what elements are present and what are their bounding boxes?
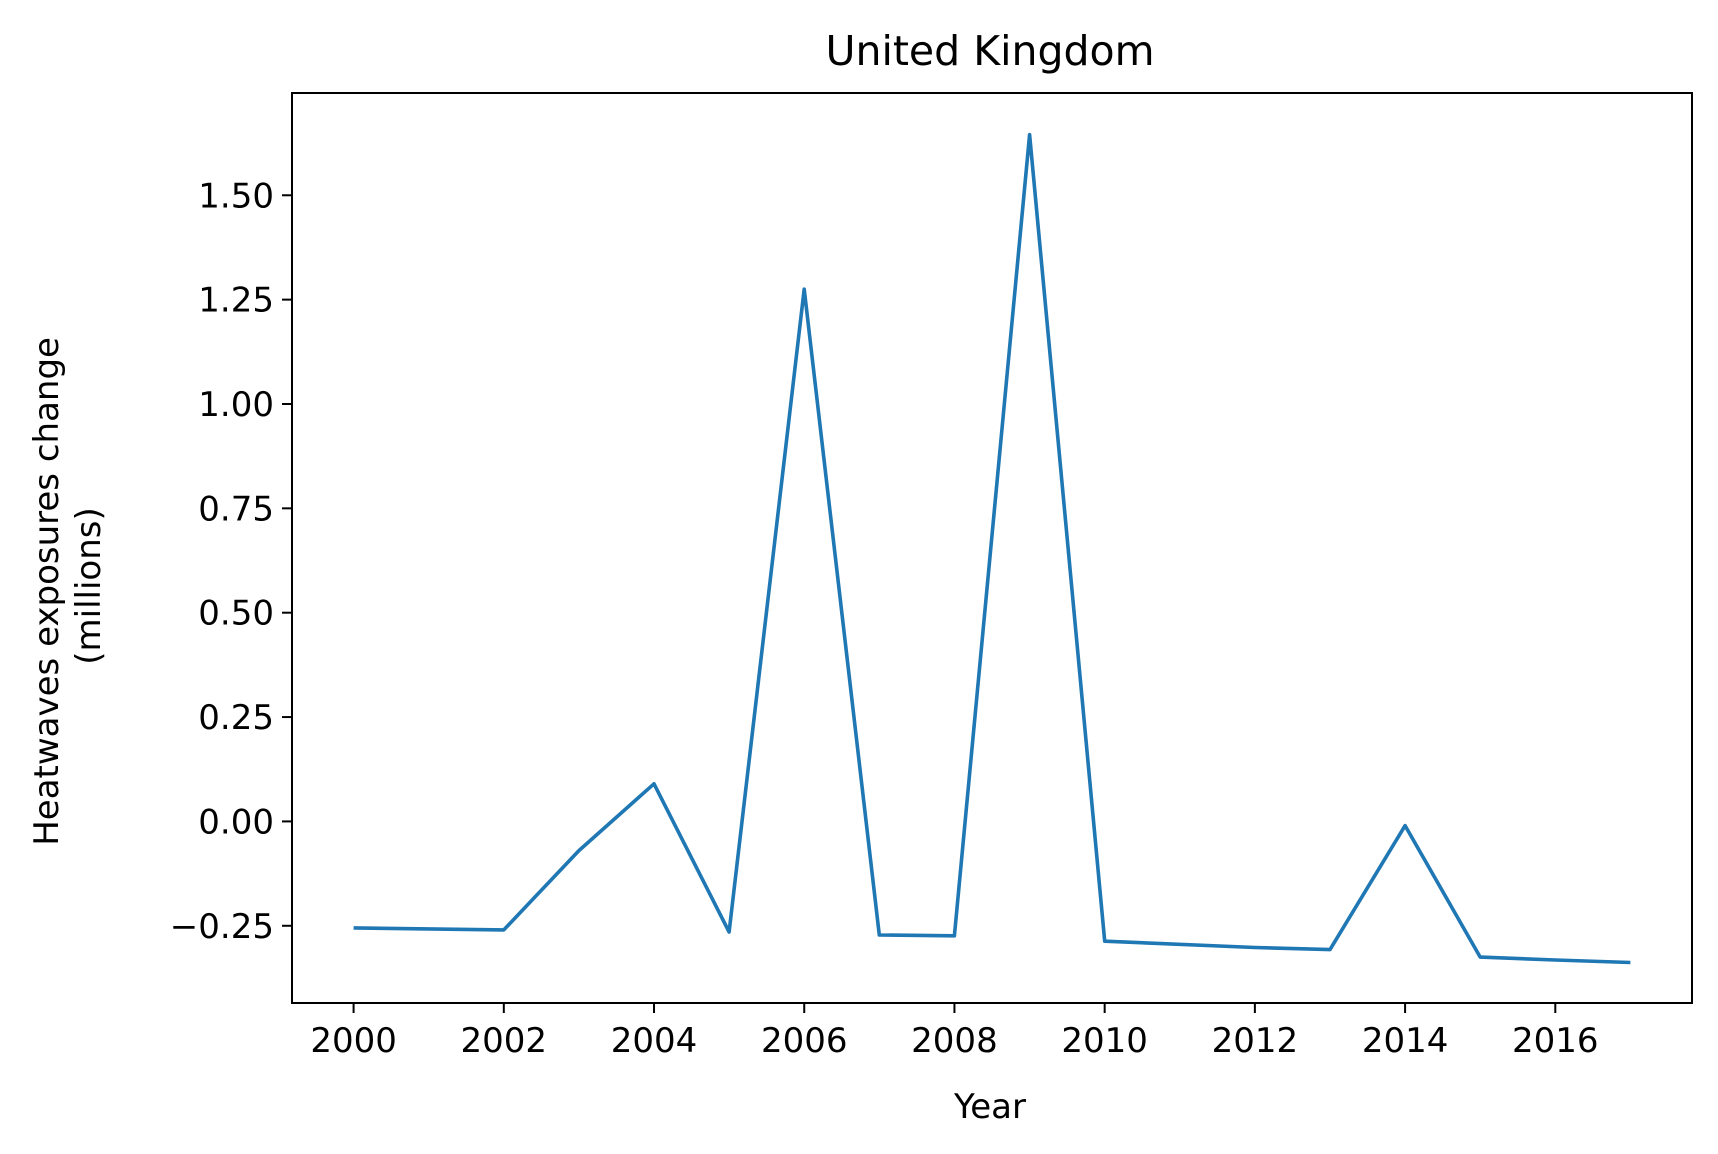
x-axis-ticks: 2000 2002 2004 2006 2008 2010 2012 2014 2016 (310, 1003, 1599, 1061)
x-axis-label: Year (953, 1087, 1026, 1127)
y-tick-label: 1.00 (198, 385, 274, 425)
x-tick-label: 2016 (1512, 1021, 1599, 1061)
x-tick-label: 2008 (911, 1021, 998, 1061)
x-tick-label: 2010 (1061, 1021, 1148, 1061)
x-tick-label: 2014 (1362, 1021, 1449, 1061)
y-tick-label: 0.00 (198, 802, 274, 842)
x-tick-label: 2000 (310, 1021, 397, 1061)
y-tick-label: 0.50 (198, 594, 274, 634)
y-axis-label: Heatwaves exposures change (millions) (27, 326, 109, 846)
series-line (353, 132, 1631, 965)
y-tick-label: 1.50 (198, 176, 274, 216)
y-tick-label: 0.25 (198, 698, 274, 738)
plot-frame (291, 92, 1693, 1004)
y-axis-ticks: −0.25 0.00 0.25 0.50 0.75 1.00 1.25 1.50 (170, 176, 292, 947)
y-axis-label-line-1: Heatwaves exposures change (27, 337, 67, 846)
y-axis-label-line-2: (millions) (69, 507, 109, 665)
x-tick-label: 2004 (611, 1021, 698, 1061)
y-tick-label: 0.75 (198, 489, 274, 529)
y-tick-label: 1.25 (198, 281, 274, 321)
x-tick-label: 2002 (461, 1021, 548, 1061)
x-tick-label: 2012 (1212, 1021, 1299, 1061)
y-tick-label: −0.25 (170, 907, 274, 947)
chart-title: United Kingdom (825, 27, 1154, 75)
x-tick-label: 2006 (761, 1021, 848, 1061)
